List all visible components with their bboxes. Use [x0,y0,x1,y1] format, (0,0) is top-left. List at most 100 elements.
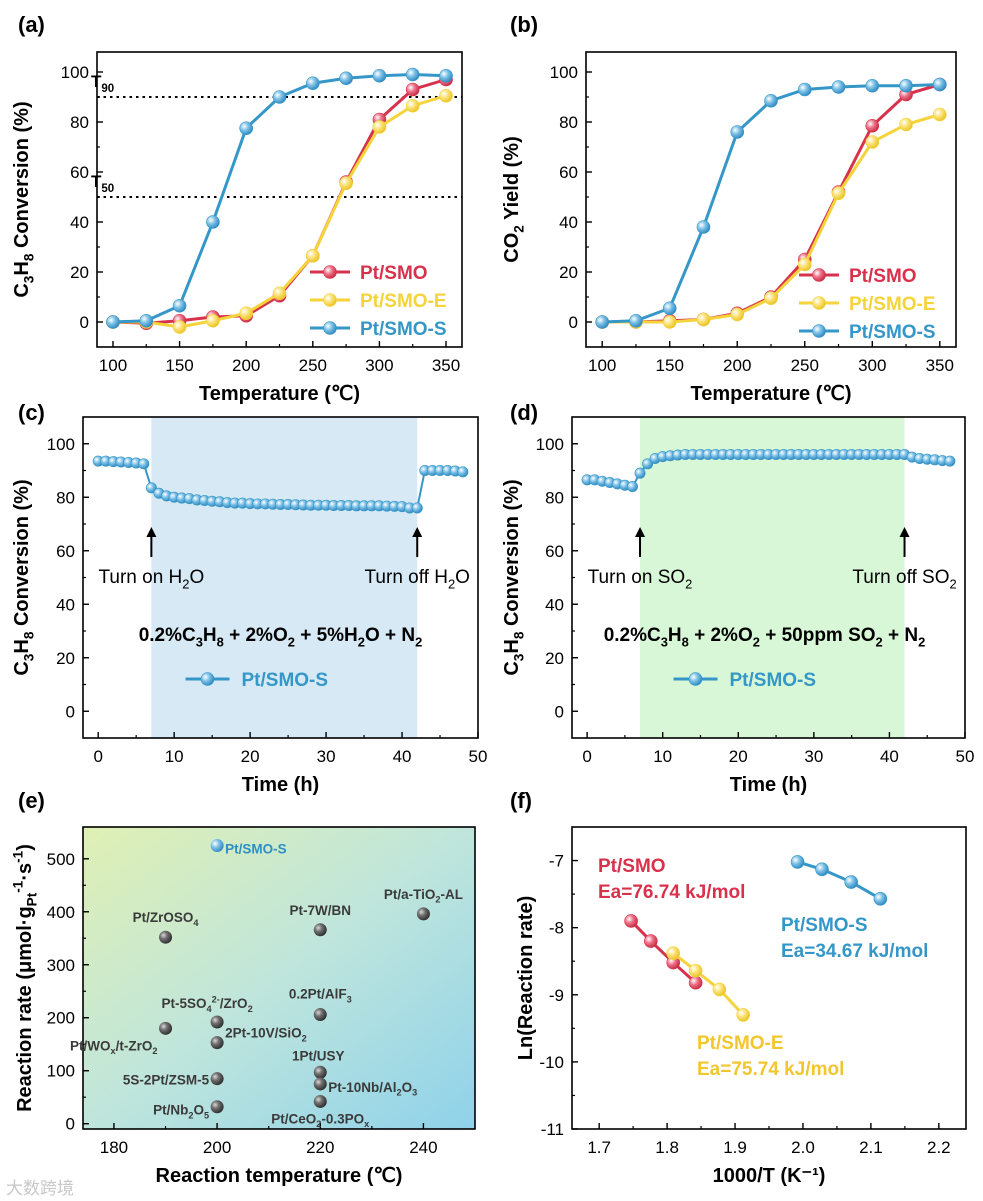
feed-composition-part: 2 [358,634,365,649]
legend-label: Pt/SMO-E [849,294,936,315]
feed-composition-part: 0.2%C [604,625,661,646]
y-tick-label: 100 [47,1062,75,1081]
feed-composition-part: H [203,625,217,646]
scatter-label-part: 2 [188,1111,193,1121]
y-tick-label: 0 [555,702,564,721]
watermark-text: 大数跨境 [6,1179,74,1198]
data-point [145,482,157,494]
annotation-arrowhead [146,527,157,537]
activation-energy-label: Ea=34.67 kJ/mol [781,941,928,962]
data-point [411,502,423,514]
data-point [138,458,150,470]
y-tick-label: 20 [559,263,578,282]
x-axis-label: Temperature (℃) [199,383,360,405]
scatter-label: Pt-5SO4​2-​/ZrO2​ [162,994,253,1013]
series-line [630,919,697,984]
y-axis-label-part: ) [14,844,36,851]
annotation-label: Turn on SO2​ [588,567,693,591]
panel-label: (b) [510,12,538,37]
annotation-label-part: Turn on SO [588,567,686,588]
series-name-label: Pt/SMO-E [697,1033,784,1054]
legend-marker [200,672,215,686]
panel-b: (b) 100 150 200 250 300 350 0 20 40 60 80 100 Tempera… [501,12,957,405]
x-tick-label: 150 [165,356,193,375]
scatter-label-part: -AL [440,887,463,902]
x-tick-label: 10 [165,747,184,766]
data-point [405,82,420,97]
y-tick-label: -8 [549,919,564,938]
annotation-arrowhead [412,527,423,537]
scatter-label: Pt/Nb2​O5​ [153,1103,209,1121]
y-axis-label-part: 3 [512,653,527,661]
scatter-label-part: 2 [302,1033,307,1043]
data-point [405,67,420,82]
data-point [764,291,778,306]
scatter-label-part: Pt/ZrOSO [133,910,194,925]
data-point [696,220,711,234]
x-tick-label: 250 [791,356,819,375]
y-axis-label-part: C [11,661,33,675]
scatter-point [210,1072,224,1086]
feed-composition-part: 8 [682,634,689,649]
legend-label: Pt/SMO-S [242,670,329,691]
axes-frame [82,826,476,1130]
data-point [865,135,880,149]
data-point [688,975,703,990]
feed-composition-part: 2 [415,634,422,649]
y-axis-label-part: 3 [22,653,37,661]
y-axis-label-part: 2 [512,225,527,233]
y-axis-label-part: Yield (%) [501,136,523,225]
legend-marker [323,321,337,335]
x-axis-label: Time (h) [730,774,807,796]
data-point [844,875,858,889]
threshold-label-part: T [91,72,102,91]
scatter-label-part: Pt/WO [70,1038,111,1053]
y-tick-label: 20 [70,263,89,282]
data-point [306,76,320,91]
scatter-label: Pt/WOx​/t-ZrO2​ [70,1038,157,1056]
scatter-label: 5S-2Pt/ZSM-5 [123,1073,210,1088]
y-axis-label: C3​H8​ Conversion (%) [11,479,37,675]
y-tick-label: 20 [545,649,564,668]
x-tick-label: 350 [432,356,460,375]
x-tick-label: 20 [241,747,260,766]
y-axis-label-part: Conversion (%) [501,479,523,631]
data-point [595,315,610,329]
y-tick-label: 300 [47,956,75,975]
data-point [439,88,453,103]
annotation-label-part: 2 [182,576,189,591]
scatter-label-part: Pt/a-TiO [384,887,436,902]
scatter-point [313,923,327,937]
y-axis-label-part: Reaction rate (μmol·g [14,906,36,1112]
feed-composition-part: 0.2%C [139,625,196,646]
feed-composition-part: 8 [217,634,224,649]
y-axis-label: C3​H8​ Conversion (%) [11,101,37,297]
y-axis-label-part: H [11,261,33,275]
data-point [624,914,638,928]
x-tick-label: 0 [93,747,102,766]
y-tick-label: 60 [545,542,564,561]
legend-label: Pt/SMO-S [849,322,936,343]
y-tick-label: 80 [559,113,578,132]
scatter-label-part: 2 [397,1088,402,1098]
feed-composition-part: + 50ppm SO [760,625,876,646]
y-tick-label: 60 [70,163,89,182]
x-tick-label: 300 [365,356,393,375]
x-tick-label: 50 [469,747,488,766]
feed-composition: 0.2%C3​H8​ + 2%O2​ + 5%H2​O + N2​ [139,625,423,649]
y-tick-label: 80 [56,488,75,507]
feed-composition-part: 2 [753,634,760,649]
y-tick-label: 100 [61,63,89,82]
y-axis-label-part: -1 [11,850,26,863]
threshold-label: T50​ [91,172,114,195]
data-point [666,946,681,960]
data-point [688,963,703,978]
y-axis-label-part: 3 [22,275,37,283]
data-point [642,458,654,470]
data-point [272,90,287,104]
annotation-label-part: Turn on H [98,567,182,588]
plot-background [83,827,475,1129]
panel-label: (f) [510,788,532,813]
y-tick-label: -7 [549,852,564,871]
